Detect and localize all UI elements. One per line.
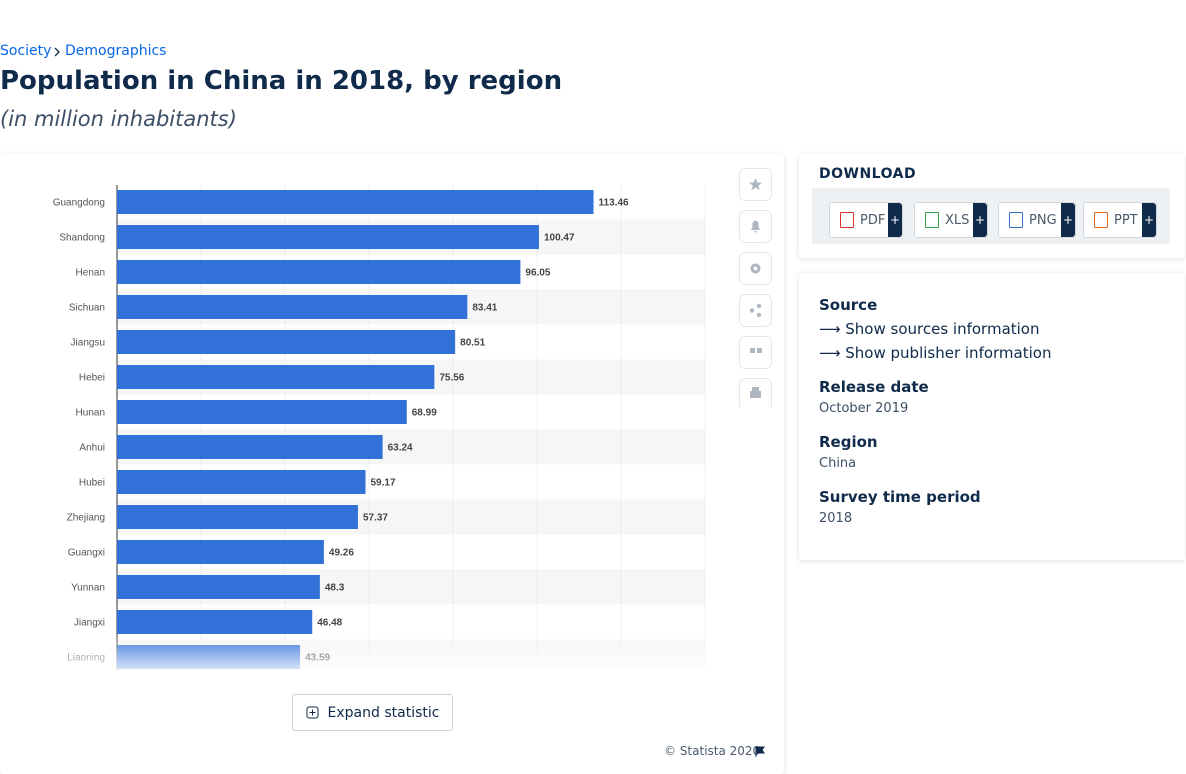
share-button[interactable] bbox=[739, 294, 772, 327]
download-button[interactable]: PDF + bbox=[829, 202, 903, 238]
report-flag[interactable] bbox=[754, 746, 766, 758]
file-icon bbox=[1094, 212, 1108, 228]
value-label: 75.56 bbox=[439, 373, 464, 384]
detail-value: China bbox=[819, 456, 857, 471]
copyright: © Statista 2020 bbox=[664, 744, 761, 758]
value-label: 80.51 bbox=[460, 338, 485, 349]
value-label: 83.41 bbox=[472, 303, 497, 314]
category-label: Anhui bbox=[79, 443, 105, 454]
category-label: Sichuan bbox=[69, 303, 105, 314]
detail-value: 2018 bbox=[819, 511, 853, 526]
category-label: Jiangsu bbox=[71, 338, 105, 349]
value-label: 68.99 bbox=[412, 408, 437, 419]
page-title: Population in China in 2018, by region bbox=[0, 66, 563, 96]
link-text: Show sources information bbox=[845, 320, 1040, 338]
category-label: Jiangxi bbox=[74, 618, 105, 629]
format-label: PDF bbox=[860, 212, 886, 228]
category-label: Guangdong bbox=[53, 198, 105, 209]
bar bbox=[117, 365, 435, 389]
download-card: DOWNLOAD PDF + XLS + PNG + PPT + bbox=[799, 154, 1185, 258]
file-icon bbox=[840, 212, 854, 228]
category-label: Guangxi bbox=[68, 548, 105, 559]
value-label: 59.17 bbox=[371, 478, 396, 489]
fade-overlay bbox=[0, 632, 784, 672]
toolbar bbox=[739, 168, 773, 412]
bar bbox=[117, 295, 468, 319]
source-heading: Source bbox=[819, 296, 878, 314]
category-label: Hunan bbox=[76, 408, 105, 419]
detail-label: Release date bbox=[819, 378, 929, 396]
plus-icon: + bbox=[973, 203, 987, 237]
bar bbox=[117, 505, 358, 529]
breadcrumb-link[interactable]: Society bbox=[0, 43, 52, 59]
chart-card: Guangdong 113.46 Shandong 100.47 Henan 96.05 S… bbox=[0, 154, 784, 774]
plus-icon: + bbox=[1061, 203, 1075, 237]
format-label: PPT bbox=[1114, 212, 1138, 228]
category-label: Hebei bbox=[79, 373, 105, 384]
category-label: Zhejiang bbox=[67, 513, 105, 524]
breadcrumb-link[interactable]: Demographics bbox=[65, 43, 167, 59]
detail-label: Survey time period bbox=[819, 488, 981, 506]
bar bbox=[117, 330, 456, 354]
download-button[interactable]: XLS + bbox=[914, 202, 988, 238]
bar bbox=[117, 190, 594, 214]
details-card: Source ⟶ Show sources information ⟶ Show… bbox=[799, 273, 1185, 560]
plus-icon: + bbox=[1142, 203, 1156, 237]
breadcrumb-separator bbox=[54, 47, 60, 57]
format-label: PNG bbox=[1029, 212, 1057, 228]
value-label: 57.37 bbox=[363, 513, 388, 524]
source-link[interactable]: ⟶ Show sources information bbox=[819, 320, 1040, 338]
value-label: 96.05 bbox=[525, 268, 550, 279]
detail-label: Region bbox=[819, 433, 878, 451]
file-icon bbox=[1009, 212, 1023, 228]
category-label: Hubei bbox=[79, 478, 105, 489]
cite-button[interactable] bbox=[739, 336, 772, 369]
bar bbox=[117, 260, 521, 284]
subtitle: (in million inhabitants) bbox=[0, 107, 237, 131]
detail-value: October 2019 bbox=[819, 401, 909, 416]
bar bbox=[117, 575, 320, 599]
expand-icon bbox=[306, 706, 319, 718]
value-label: 100.47 bbox=[544, 233, 575, 244]
file-icon bbox=[925, 212, 939, 228]
toolbar-icons bbox=[739, 168, 772, 411]
bar bbox=[117, 435, 383, 459]
value-label: 46.48 bbox=[317, 618, 342, 629]
value-label: 63.24 bbox=[388, 443, 413, 454]
plus-icon: + bbox=[888, 203, 902, 237]
value-label: 113.46 bbox=[599, 198, 629, 209]
expand-button[interactable]: Expand statistic bbox=[292, 694, 453, 731]
download-title: DOWNLOAD bbox=[819, 166, 917, 182]
bar bbox=[117, 610, 313, 634]
bar bbox=[117, 400, 407, 424]
format-label: XLS bbox=[945, 212, 970, 228]
bar bbox=[117, 470, 366, 494]
publisher-link[interactable]: ⟶ Show publisher information bbox=[819, 344, 1052, 362]
chart: Guangdong 113.46 Shandong 100.47 Henan 96.05 S… bbox=[0, 185, 784, 672]
download-button[interactable]: PNG + bbox=[998, 202, 1076, 238]
category-label: Henan bbox=[76, 268, 105, 279]
expand-label: Expand statistic bbox=[327, 704, 440, 721]
link-text: Show publisher information bbox=[845, 344, 1052, 362]
category-label: Shandong bbox=[59, 233, 105, 244]
bar bbox=[117, 225, 539, 249]
value-label: 48.3 bbox=[325, 583, 345, 594]
category-label: Yunnan bbox=[71, 583, 105, 594]
value-label: 49.26 bbox=[329, 548, 354, 559]
bar bbox=[117, 540, 324, 564]
download-button[interactable]: PPT + bbox=[1083, 202, 1157, 238]
